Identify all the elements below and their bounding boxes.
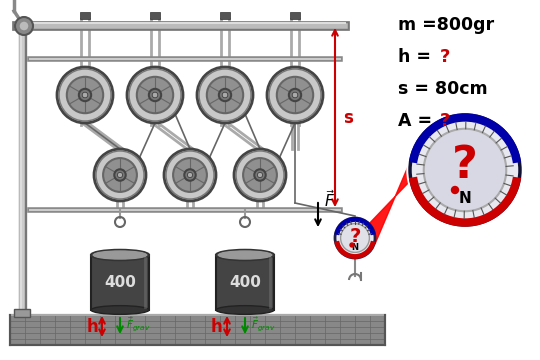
Bar [91, 255, 149, 310]
Circle shape [59, 69, 111, 121]
Circle shape [234, 149, 286, 201]
Text: ?: ? [440, 48, 450, 66]
Text: N: N [352, 243, 359, 252]
Circle shape [184, 169, 195, 181]
Circle shape [137, 77, 173, 113]
Circle shape [197, 67, 253, 123]
Text: ?: ? [440, 112, 450, 130]
Circle shape [67, 77, 103, 113]
Ellipse shape [91, 306, 149, 314]
Text: N: N [458, 190, 471, 206]
Circle shape [424, 129, 506, 211]
Bar [290, 12, 300, 19]
Text: $\vec{F}$: $\vec{F}$ [324, 189, 335, 211]
Circle shape [407, 112, 523, 228]
Circle shape [292, 92, 298, 98]
Circle shape [289, 89, 301, 101]
Bar [150, 12, 160, 19]
Circle shape [207, 77, 243, 113]
Circle shape [410, 115, 520, 225]
Text: $\vec{F}_{grav}$: $\vec{F}_{grav}$ [251, 315, 275, 333]
Circle shape [152, 92, 158, 98]
Circle shape [82, 92, 88, 98]
Text: m =800gr: m =800gr [398, 16, 494, 34]
Ellipse shape [216, 306, 274, 314]
Text: 400: 400 [104, 275, 136, 290]
Circle shape [57, 67, 113, 123]
Circle shape [254, 169, 266, 181]
Circle shape [127, 67, 183, 123]
Circle shape [350, 243, 354, 247]
Circle shape [267, 67, 323, 123]
Circle shape [173, 158, 207, 192]
Text: ?: ? [452, 144, 478, 186]
Circle shape [222, 92, 228, 98]
Circle shape [164, 149, 216, 201]
Bar [14, 309, 30, 317]
Circle shape [79, 89, 91, 101]
Circle shape [103, 158, 137, 192]
Circle shape [149, 89, 161, 101]
Circle shape [269, 69, 321, 121]
Text: ?: ? [349, 226, 361, 246]
Circle shape [114, 169, 126, 181]
Ellipse shape [216, 250, 274, 260]
Circle shape [243, 158, 277, 192]
Ellipse shape [91, 250, 149, 260]
Circle shape [258, 172, 262, 177]
Circle shape [219, 89, 231, 101]
Circle shape [341, 224, 369, 252]
Bar [220, 12, 230, 19]
Circle shape [199, 69, 251, 121]
Ellipse shape [93, 251, 146, 259]
Circle shape [94, 149, 146, 201]
Bar [10, 315, 385, 345]
Circle shape [15, 17, 33, 35]
Circle shape [236, 151, 284, 199]
Circle shape [117, 172, 123, 177]
Text: h: h [211, 318, 223, 336]
Text: A =: A = [398, 112, 432, 130]
Circle shape [96, 151, 144, 199]
Ellipse shape [219, 251, 272, 259]
Circle shape [187, 172, 193, 177]
Text: 400: 400 [229, 275, 261, 290]
Text: $\vec{F}_{grav}$: $\vec{F}_{grav}$ [126, 315, 151, 333]
Text: h: h [86, 318, 98, 336]
Circle shape [166, 151, 214, 199]
Circle shape [335, 218, 375, 258]
Bar [80, 12, 90, 19]
Circle shape [277, 77, 313, 113]
Bar [216, 255, 274, 310]
Text: h =: h = [398, 48, 431, 66]
Text: s = 80cm: s = 80cm [398, 80, 488, 98]
Circle shape [129, 69, 181, 121]
Text: s: s [343, 108, 353, 126]
Circle shape [451, 186, 458, 194]
Circle shape [19, 21, 29, 31]
Polygon shape [365, 143, 418, 244]
